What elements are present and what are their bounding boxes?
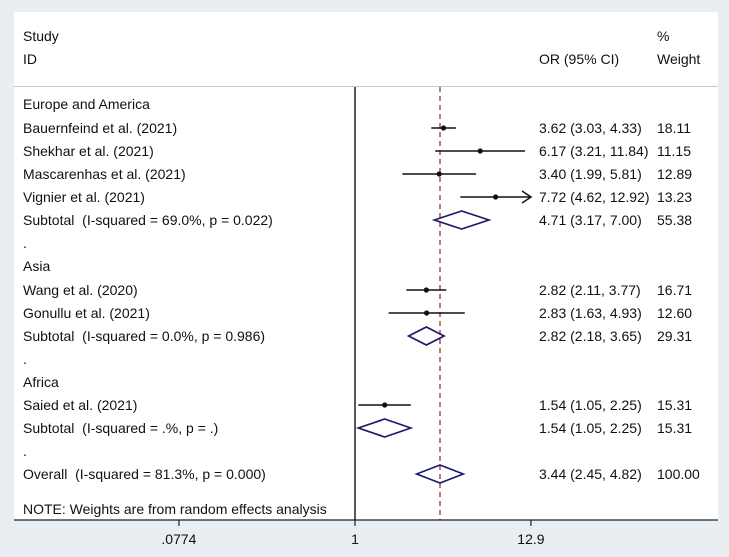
subtotal-diamond (431, 210, 492, 230)
weight-value: 13.23 (657, 189, 693, 205)
weight-value: 29.31 (657, 328, 693, 344)
row-label: Shekhar et al. (2021) (23, 143, 154, 159)
footnote: NOTE: Weights are from random effects an… (23, 501, 327, 517)
subtotal-diamond (406, 326, 446, 346)
subtotal-diamond (355, 418, 414, 438)
row-label: Bauernfeind et al. (2021) (23, 120, 178, 136)
or-ci-value: 1.54 (1.05, 2.25) (539, 420, 642, 436)
x-axis-tick-label: 1 (351, 531, 359, 547)
group-label: Africa (23, 374, 59, 390)
row-label: . (23, 443, 27, 459)
or-ci-value: 3.40 (1.99, 5.81) (539, 166, 642, 182)
row-label: . (23, 351, 27, 367)
point-estimate (423, 310, 430, 316)
row-label: Vignier et al. (2021) (23, 189, 145, 205)
point-estimate (423, 287, 429, 293)
weight-value: 12.60 (657, 305, 693, 321)
header-study: Study (23, 28, 59, 44)
or-ci-value: 2.82 (2.18, 3.65) (539, 328, 642, 344)
row-label: Gonullu et al. (2021) (23, 305, 150, 321)
x-axis-tick-label: .0774 (161, 531, 196, 547)
row-label: Subtotal (I-squared = .%, p = .) (23, 420, 219, 436)
group-label: Asia (23, 258, 51, 274)
weight-value: 55.38 (657, 212, 693, 228)
or-ci-value: 3.62 (3.03, 4.33) (539, 120, 642, 136)
header-percent: % (657, 28, 670, 44)
row-label: Subtotal (I-squared = 0.0%, p = 0.986) (23, 328, 266, 344)
weight-value: 15.31 (657, 420, 693, 436)
point-estimate (493, 194, 499, 200)
point-estimate (436, 171, 442, 177)
weight-value: 15.31 (657, 397, 693, 413)
or-ci-value: 2.82 (2.11, 3.77) (539, 282, 641, 298)
row-label: Saied et al. (2021) (23, 397, 138, 413)
or-ci-value: 1.54 (1.05, 2.25) (539, 397, 642, 413)
or-ci-value: 3.44 (2.45, 4.82) (539, 466, 642, 482)
or-ci-value: 4.71 (3.17, 7.00) (539, 212, 642, 228)
row-label: Overall (I-squared = 81.3%, p = 0.000) (23, 466, 266, 482)
weight-value: 16.71 (657, 282, 693, 298)
row-label: Wang et al. (2020) (23, 282, 138, 298)
row-label: Mascarenhas et al. (2021) (23, 166, 186, 182)
point-estimate (440, 125, 447, 131)
header-separator (14, 86, 718, 87)
point-estimate (382, 402, 388, 408)
header-weight: Weight (657, 51, 701, 67)
x-axis-tick-label: 12.9 (517, 531, 544, 547)
row-label: . (23, 235, 27, 251)
header-or-ci: OR (95% CI) (539, 51, 620, 67)
or-ci-value: 7.72 (4.62, 12.92) (539, 189, 650, 205)
weight-value: 18.11 (657, 120, 691, 136)
header-id: ID (23, 51, 37, 67)
plot-panel (14, 12, 718, 520)
row-label: Subtotal (I-squared = 69.0%, p = 0.022) (23, 212, 273, 228)
group-label: Europe and America (23, 96, 150, 112)
or-ci-value: 6.17 (3.21, 11.84) (539, 143, 649, 159)
overall-diamond (414, 464, 466, 484)
weight-value: 100.00 (657, 466, 700, 482)
weight-value: 11.15 (657, 143, 691, 159)
or-ci-value: 2.83 (1.63, 4.93) (539, 305, 642, 321)
point-estimate (477, 148, 483, 154)
ci-arrow-icon (521, 190, 533, 204)
weight-value: 12.89 (657, 166, 693, 182)
